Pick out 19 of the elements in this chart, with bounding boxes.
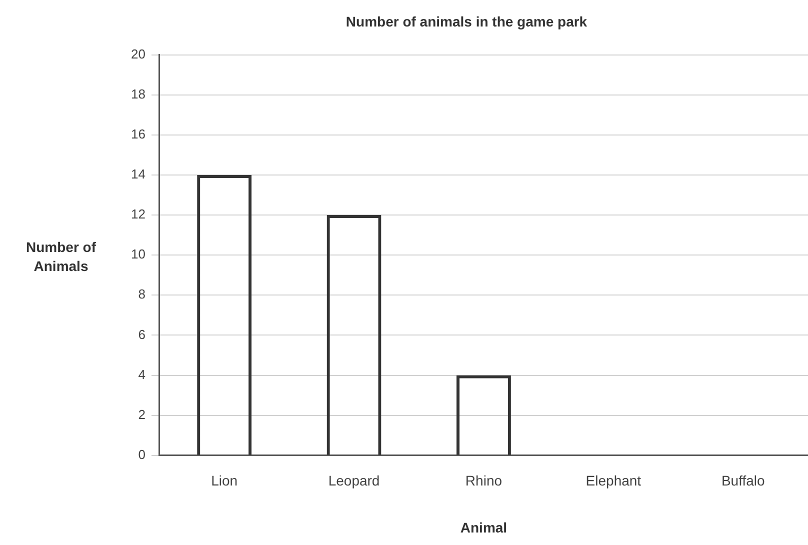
y-axis-title: Number of Animals xyxy=(25,238,97,276)
x-tick-label: Rhino xyxy=(465,472,502,489)
y-tick-label: 2 xyxy=(138,406,146,422)
y-tick-label: 12 xyxy=(130,206,146,222)
y-tick-label: 0 xyxy=(138,446,146,462)
x-axis-title: Animal xyxy=(460,519,508,536)
x-tick-label: Lion xyxy=(211,472,238,489)
x-tick-label: Leopard xyxy=(328,472,380,489)
x-tick-label: Elephant xyxy=(586,472,642,489)
y-tick-label: 4 xyxy=(138,366,146,382)
y-tick-label: 16 xyxy=(130,126,146,142)
x-tick-label: Buffalo xyxy=(721,472,766,489)
y-tick-label: 20 xyxy=(130,46,146,62)
y-tick-label: 6 xyxy=(138,326,146,342)
y-tick-label: 18 xyxy=(130,86,146,102)
chart-title: Number of animals in the game park xyxy=(346,13,588,30)
y-tick-label: 14 xyxy=(130,166,146,182)
y-tick-label: 8 xyxy=(138,286,146,302)
y-tick-label: 10 xyxy=(130,246,146,262)
